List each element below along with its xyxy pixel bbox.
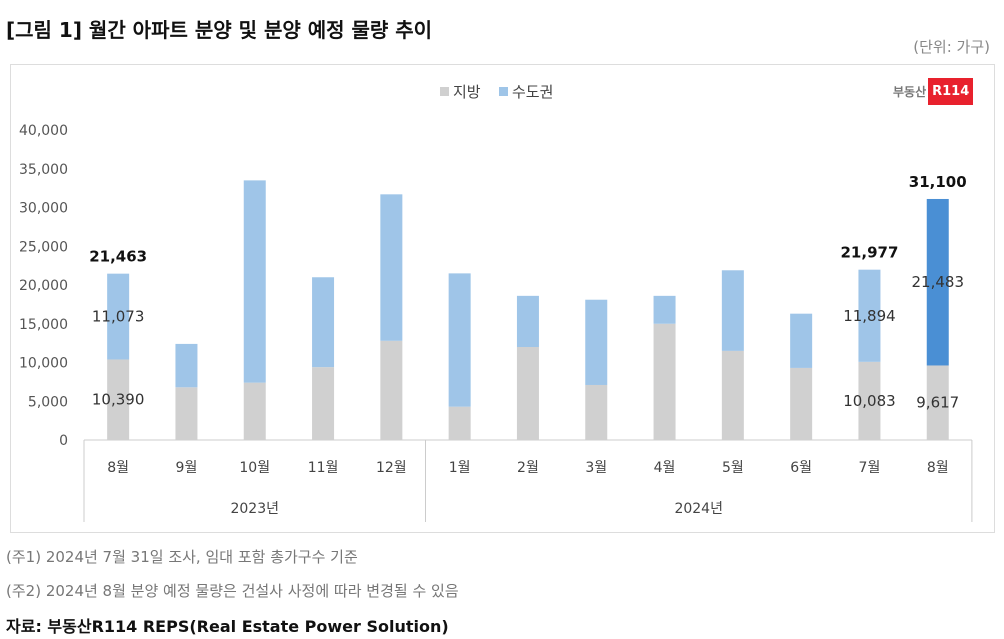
y-tick-label: 20,000 xyxy=(19,278,68,294)
y-tick-label: 0 xyxy=(59,433,68,449)
segment-label: 11,894 xyxy=(843,307,896,325)
bar-수도권-1 xyxy=(175,343,198,388)
x-tick-label: 11월 xyxy=(308,460,339,476)
figure-title: [그림 1] 월간 아파트 분양 및 분양 예정 물량 추이 xyxy=(6,18,433,42)
bar-지방-8 xyxy=(653,323,676,440)
note-2: (주2) 2024년 8월 분양 예정 물량은 건설사 사정에 따라 변경될 수… xyxy=(6,582,459,600)
bar-수도권-4 xyxy=(380,194,403,341)
bar-지방-9 xyxy=(721,350,744,440)
x-tick-label: 10월 xyxy=(239,460,270,476)
bar-수도권-7 xyxy=(585,299,608,385)
r114-logo: 부동산 R114 xyxy=(893,78,974,105)
x-tick-label: 7월 xyxy=(859,460,881,476)
y-tick-label: 40,000 xyxy=(19,123,68,139)
x-tick-label: 6월 xyxy=(790,460,812,476)
total-label: 21,977 xyxy=(841,244,899,262)
segment-label: 10,390 xyxy=(92,391,145,409)
x-tick-label: 12월 xyxy=(376,460,407,476)
logo-badge: R114 xyxy=(928,78,974,105)
legend-swatch xyxy=(440,87,449,96)
total-label: 31,100 xyxy=(909,173,967,191)
bar-수도권-10 xyxy=(790,313,813,368)
total-label: 21,463 xyxy=(89,248,147,266)
bar-수도권-8 xyxy=(653,295,676,324)
x-tick-label: 3월 xyxy=(585,460,607,476)
bar-지방-6 xyxy=(516,347,539,440)
bar-수도권-0 xyxy=(107,273,130,360)
y-tick-label: 10,000 xyxy=(19,356,68,372)
bar-수도권-3 xyxy=(312,277,335,368)
x-tick-label: 4월 xyxy=(654,460,676,476)
group-label: 2024년 xyxy=(674,501,723,517)
y-tick-label: 30,000 xyxy=(19,201,68,217)
bar-수도권-6 xyxy=(516,295,539,347)
x-tick-label: 5월 xyxy=(722,460,744,476)
y-tick-label: 25,000 xyxy=(19,239,68,255)
bar-지방-7 xyxy=(585,384,608,440)
x-tick-label: 1월 xyxy=(449,460,471,476)
bar-지방-2 xyxy=(243,382,266,440)
chart-frame xyxy=(10,64,995,533)
segment-label: 11,073 xyxy=(92,308,145,326)
bar-수도권-12 xyxy=(926,198,949,366)
segment-label: 10,083 xyxy=(843,392,896,410)
x-tick-label: 2월 xyxy=(517,460,539,476)
bar-지방-1 xyxy=(175,387,198,440)
source: 자료: 부동산R114 REPS(Real Estate Power Solut… xyxy=(6,617,449,636)
bar-수도권-9 xyxy=(721,270,744,351)
bar-지방-10 xyxy=(790,367,813,440)
y-tick-label: 35,000 xyxy=(19,162,68,178)
group-label: 2023년 xyxy=(230,501,279,517)
bar-지방-12 xyxy=(926,365,949,440)
bar-지방-3 xyxy=(312,367,335,440)
bar-수도권-5 xyxy=(448,273,471,407)
bar-지방-11 xyxy=(858,361,881,440)
x-tick-label: 8월 xyxy=(107,460,129,476)
note-1: (주1) 2024년 7월 31일 조사, 임대 포함 총가구수 기준 xyxy=(6,548,358,566)
y-tick-label: 15,000 xyxy=(19,317,68,333)
x-tick-label: 9월 xyxy=(176,460,198,476)
segment-label: 21,483 xyxy=(912,273,965,291)
legend-label: 수도권 xyxy=(512,83,553,101)
unit-label: (단위: 가구) xyxy=(913,38,990,56)
legend-swatch xyxy=(499,87,508,96)
bar-지방-0 xyxy=(107,359,130,440)
x-tick-label: 8월 xyxy=(927,460,949,476)
bar-지방-4 xyxy=(380,340,403,440)
segment-label: 9,617 xyxy=(916,394,959,412)
y-tick-label: 5,000 xyxy=(28,394,68,410)
bar-수도권-11 xyxy=(858,269,881,362)
legend-label: 지방 xyxy=(453,83,481,101)
bar-수도권-2 xyxy=(243,180,266,383)
bar-지방-5 xyxy=(448,406,471,440)
logo-text: 부동산 xyxy=(893,85,927,99)
